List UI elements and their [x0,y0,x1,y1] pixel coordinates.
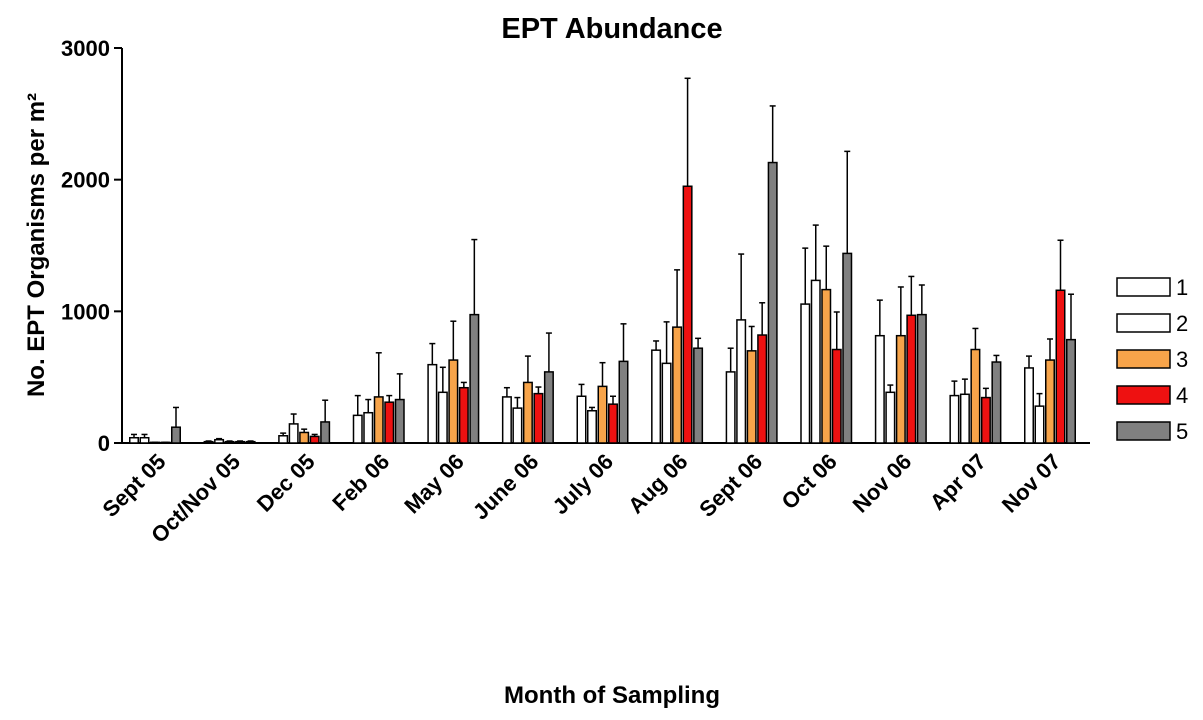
bar [682,185,693,444]
bar [821,288,832,444]
x-tick-label: Nov 06 [848,449,917,518]
bar [895,334,906,444]
x-tick-label: Aug 06 [623,449,693,519]
chart-title: EPT Abundance [501,13,722,45]
bar [693,347,704,444]
x-tick-label: Sept 06 [694,449,767,522]
bar [320,421,331,444]
bar [1034,405,1045,444]
bar [512,407,523,444]
bar [651,349,662,444]
bar [203,440,214,444]
x-tick-label: Oct 06 [777,449,842,514]
bar [543,371,554,444]
y-tick-label: 0 [98,431,110,456]
x-axis-title: Month of Sampling [504,682,720,709]
bar [991,361,1002,444]
legend-swatch [1116,313,1171,333]
bar [1055,289,1066,444]
bar [352,414,363,444]
legend-label: 5 [1176,419,1188,444]
bar [139,436,150,444]
bar [757,334,768,444]
bar [959,393,970,444]
y-tick-label: 1000 [61,299,110,324]
bar [885,391,896,444]
bar [608,403,618,444]
bar [129,436,139,444]
y-tick-label: 3000 [61,36,110,61]
bar [288,423,299,444]
bar [437,391,448,444]
bar [469,313,480,444]
legend-label: 4 [1176,383,1188,408]
bar [746,350,757,444]
legend-label: 1 [1176,275,1188,300]
y-axis-title: No. EPT Organisms per m² [23,93,50,397]
legend-swatch [1116,385,1171,405]
bar [150,441,160,444]
bar [1045,359,1055,444]
bar [373,396,384,444]
bar [363,411,374,444]
legend-label: 2 [1176,311,1188,336]
x-tick-label: May 06 [399,449,469,519]
bar [949,394,960,444]
bar [810,279,821,444]
x-tick-label: Dec 05 [252,449,320,517]
x-tick-label: Apr 07 [925,449,991,515]
bar [245,440,256,444]
legend-swatch [1116,349,1171,369]
y-tick-label: 2000 [61,168,110,193]
bar [235,440,246,444]
bar [427,363,438,444]
bar [160,441,171,444]
bar [171,426,181,444]
bar [1024,367,1034,444]
legend-swatch [1116,421,1171,441]
bar [522,381,533,444]
bar [278,435,289,444]
legend-swatch [1116,277,1171,297]
bar [394,398,405,444]
bar [587,409,597,444]
bar [736,319,747,444]
bar [831,348,842,444]
bar [725,371,736,444]
bar [970,348,981,444]
bar [224,440,235,444]
bar [842,252,853,444]
bar [916,313,927,444]
bar [309,435,320,444]
x-tick-label: June 06 [468,449,544,525]
bar [576,395,587,444]
bar [597,385,608,444]
bar [661,362,672,444]
x-tick-label: Nov 07 [997,449,1066,518]
bar [384,401,395,444]
bar [800,303,811,444]
bar [672,326,683,444]
bar [874,334,885,444]
bar [1066,338,1076,444]
bar [214,438,225,444]
x-tick-label: Sept 05 [98,449,171,522]
bar [533,392,544,444]
bar [458,386,469,444]
bar [501,396,512,444]
x-tick-label: Feb 06 [327,449,394,516]
bar [767,161,778,444]
bar [618,360,629,444]
legend-label: 3 [1176,347,1188,372]
bar [299,431,310,444]
bar [448,359,459,444]
x-tick-label: July 06 [548,449,618,519]
bar [980,396,991,444]
bar [906,314,917,444]
